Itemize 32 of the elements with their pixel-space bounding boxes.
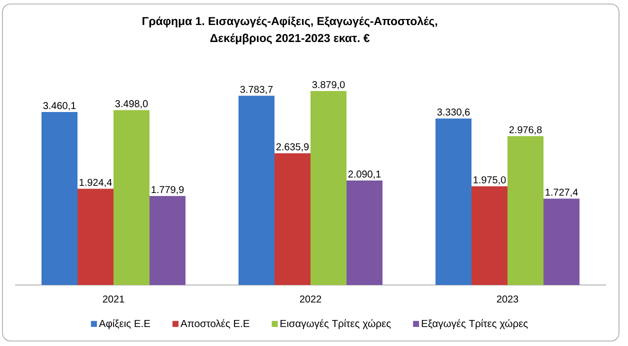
data-label: 1.924,4 <box>80 178 112 188</box>
x-tick-label: 2022 <box>300 296 322 303</box>
data-label: 3.879,0 <box>312 81 345 90</box>
bar <box>472 186 508 285</box>
bar <box>114 110 150 285</box>
data-label: 3.330,6 <box>437 108 470 117</box>
data-label: 1.727,4 <box>546 188 578 197</box>
legend-label: Εξαγωγές Τρίτες χώρες <box>422 319 528 330</box>
data-label: 1.779,9 <box>152 186 184 194</box>
bar <box>150 196 186 285</box>
bar <box>508 136 544 285</box>
bar <box>238 96 275 285</box>
bar <box>310 91 347 285</box>
data-label: 3.783,7 <box>240 86 273 94</box>
legend-label: Αφίξεις Ε.Ε <box>98 319 150 330</box>
x-tick-label: 2021 <box>102 296 124 303</box>
data-label: 1.975,0 <box>474 176 506 185</box>
bar <box>42 112 78 285</box>
bar <box>78 188 114 285</box>
legend-label: Εισαγωγές Τρίτες χώρες <box>280 319 391 330</box>
chart-title: Γράφημα 1. Εισαγωγές-Αφίξεις, Εξαγωγές-Αποστολές, Δεκέμβριος 2021-2023 εκατ. € <box>142 16 438 44</box>
bar <box>436 118 472 285</box>
x-tick-label: 2023 <box>496 296 518 303</box>
bar <box>274 153 311 285</box>
bar <box>346 180 383 285</box>
data-label: 3.460,1 <box>43 102 76 110</box>
data-label: 3.498,0 <box>115 100 148 108</box>
bar <box>544 198 580 285</box>
legend-label: Αποστολές Ε.Ε <box>180 319 250 329</box>
data-label: 2.090,1 <box>348 170 381 179</box>
data-label: 2.635,9 <box>276 143 309 152</box>
data-label: 2.976,8 <box>509 126 542 134</box>
